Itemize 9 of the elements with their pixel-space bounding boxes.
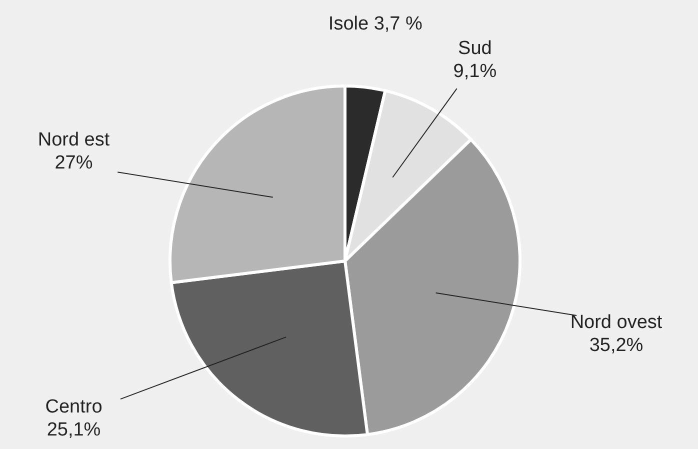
data-label: 35,2% (589, 334, 644, 356)
data-label: 25,1% (46, 419, 101, 440)
slice-label: Isole 3,7 % (328, 14, 423, 35)
data-label: 27% (54, 152, 93, 174)
slice-label: Nord est (38, 129, 110, 150)
data-label: 9,1% (453, 61, 497, 82)
slice-label: Centro (45, 396, 102, 418)
slice-label: Sud (458, 38, 492, 60)
slice-label: Nord ovest (570, 312, 663, 333)
